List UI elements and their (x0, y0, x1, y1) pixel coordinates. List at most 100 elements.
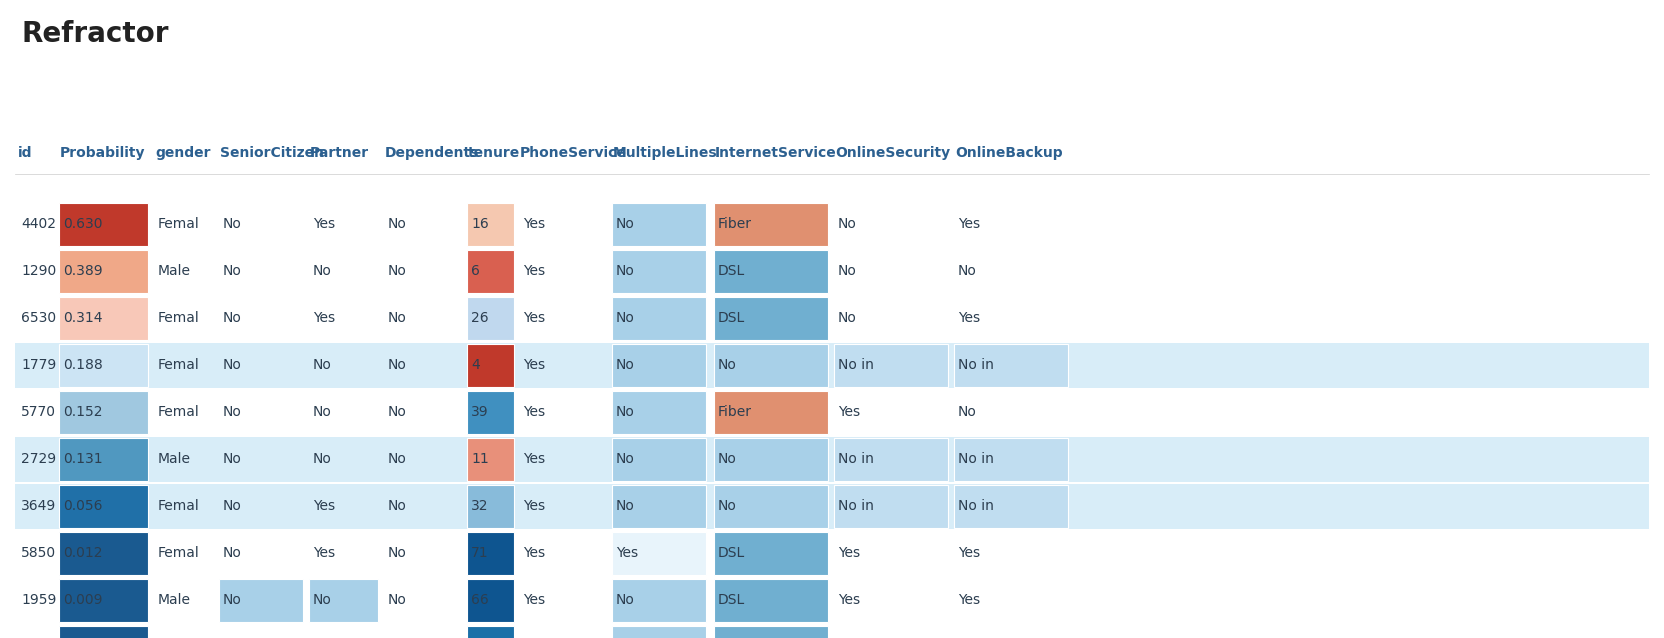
Text: 0.630: 0.630 (63, 218, 103, 232)
Text: Yes: Yes (313, 218, 334, 232)
Text: Yes: Yes (522, 500, 546, 514)
Bar (714, 250, 829, 293)
Text: No: No (388, 359, 408, 373)
Bar (612, 438, 706, 481)
Bar (612, 579, 706, 622)
Text: Femal: Femal (158, 406, 200, 419)
Text: 71: 71 (471, 547, 489, 560)
Text: id: id (18, 146, 33, 160)
Text: DSL: DSL (717, 265, 745, 278)
Text: Yes: Yes (313, 311, 334, 325)
Text: 2729: 2729 (22, 452, 57, 466)
Bar (953, 485, 1068, 528)
Bar (15, 202, 1649, 247)
Bar (468, 297, 514, 340)
Text: No: No (223, 311, 241, 325)
Text: No: No (313, 452, 331, 466)
Text: Femal: Femal (158, 359, 200, 373)
Text: No: No (388, 452, 408, 466)
Text: Partner: Partner (310, 146, 369, 160)
Bar (468, 579, 514, 622)
Text: No: No (313, 265, 331, 278)
Bar (468, 532, 514, 575)
Text: No: No (616, 359, 636, 373)
Text: tenure: tenure (468, 146, 521, 160)
Bar (834, 438, 948, 481)
Text: No: No (616, 406, 636, 419)
Bar (58, 250, 148, 293)
Text: No in: No in (839, 452, 874, 466)
Text: 1959: 1959 (22, 593, 57, 607)
Text: Yes: Yes (839, 547, 860, 560)
Text: 16: 16 (471, 218, 489, 232)
Text: 0.188: 0.188 (63, 359, 103, 373)
Text: No: No (616, 265, 636, 278)
Bar (953, 438, 1068, 481)
Text: No: No (313, 406, 331, 419)
Text: 3649: 3649 (22, 500, 57, 514)
Text: No: No (388, 500, 408, 514)
Text: 0.131: 0.131 (63, 452, 103, 466)
Text: 4: 4 (471, 359, 479, 373)
Bar (15, 437, 1649, 482)
Text: Fiber: Fiber (717, 218, 752, 232)
Text: Yes: Yes (313, 547, 334, 560)
Text: No: No (313, 593, 331, 607)
Text: 0.314: 0.314 (63, 311, 103, 325)
Text: InternetService: InternetService (716, 146, 837, 160)
Text: No: No (388, 406, 408, 419)
Text: 0.009: 0.009 (63, 593, 103, 607)
Text: No: No (958, 406, 977, 419)
Bar (834, 485, 948, 528)
Text: 11: 11 (471, 452, 489, 466)
Text: No: No (388, 547, 408, 560)
Text: Yes: Yes (522, 265, 546, 278)
Text: No: No (223, 265, 241, 278)
Text: No: No (388, 218, 408, 232)
Text: DSL: DSL (717, 593, 745, 607)
Bar (58, 297, 148, 340)
Text: Yes: Yes (522, 406, 546, 419)
Text: Yes: Yes (522, 452, 546, 466)
Text: 5770: 5770 (22, 406, 57, 419)
Text: No: No (839, 265, 857, 278)
Text: Male: Male (158, 593, 191, 607)
Text: No in: No in (958, 452, 993, 466)
Text: 39: 39 (471, 406, 489, 419)
Text: 66: 66 (471, 593, 489, 607)
Text: Yes: Yes (313, 500, 334, 514)
Bar (714, 391, 829, 434)
Bar (58, 532, 148, 575)
Bar (468, 391, 514, 434)
Bar (468, 438, 514, 481)
Bar (612, 391, 706, 434)
Text: Yes: Yes (522, 359, 546, 373)
Text: Yes: Yes (839, 593, 860, 607)
Text: No: No (388, 265, 408, 278)
Text: No: No (839, 218, 857, 232)
Text: Fiber: Fiber (717, 406, 752, 419)
Text: Femal: Femal (158, 547, 200, 560)
Bar (58, 485, 148, 528)
Text: 5850: 5850 (22, 547, 57, 560)
Text: No: No (223, 218, 241, 232)
Text: Yes: Yes (522, 218, 546, 232)
Text: 0.056: 0.056 (63, 500, 103, 514)
Text: MultipleLines: MultipleLines (612, 146, 717, 160)
Text: No: No (717, 500, 737, 514)
Text: No: No (223, 452, 241, 466)
Bar (15, 249, 1649, 294)
Bar (714, 438, 829, 481)
Text: 0.012: 0.012 (63, 547, 103, 560)
Text: No in: No in (839, 359, 874, 373)
Bar (612, 532, 706, 575)
Bar (612, 203, 706, 246)
Bar (612, 250, 706, 293)
Bar (834, 344, 948, 387)
Bar (714, 485, 829, 528)
Bar (15, 484, 1649, 529)
Text: 1290: 1290 (22, 265, 57, 278)
Bar (15, 343, 1649, 388)
Bar (468, 203, 514, 246)
Bar (15, 296, 1649, 341)
